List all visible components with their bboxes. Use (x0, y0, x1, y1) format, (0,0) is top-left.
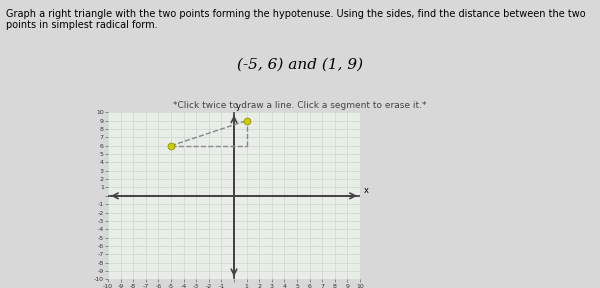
Text: x: x (364, 185, 369, 195)
Text: Graph a right triangle with the two points forming the hypotenuse. Using the sid: Graph a right triangle with the two poin… (6, 9, 586, 30)
Text: y: y (236, 102, 241, 111)
Text: (-5, 6) and (1, 9): (-5, 6) and (1, 9) (237, 58, 363, 72)
Text: *Click twice to draw a line. Click a segment to erase it.*: *Click twice to draw a line. Click a seg… (173, 101, 427, 110)
